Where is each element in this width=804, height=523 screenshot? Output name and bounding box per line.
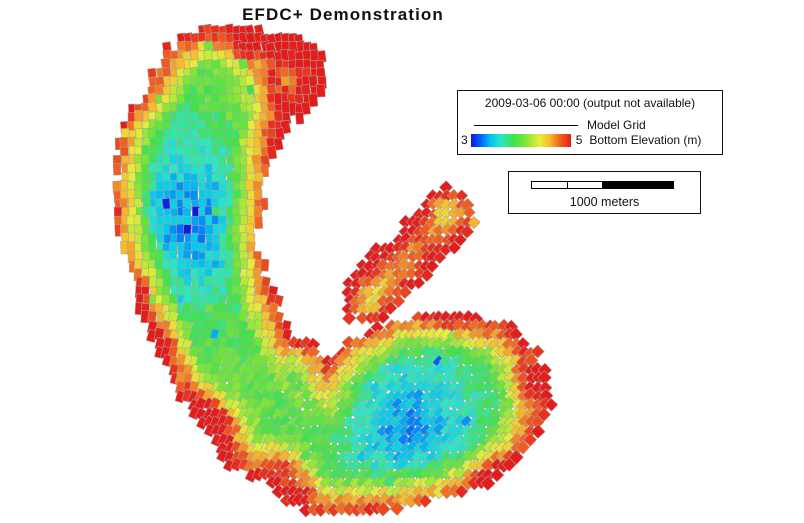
- legend-box: 2009-03-06 00:00 (output not available) …: [457, 90, 723, 155]
- scalebar-segment-white-2: [567, 181, 603, 189]
- legend-timestamp: 2009-03-06 00:00 (output not available): [484, 96, 696, 110]
- scalebar-box: 1000 meters: [508, 171, 701, 214]
- grid-line-sample: [474, 124, 578, 126]
- legend-colorbar-entry: 3 5 Bottom Elevation (m): [461, 132, 721, 148]
- scalebar: [531, 181, 674, 189]
- scalebar-segment-black: [602, 181, 674, 189]
- colorbar-title: Bottom Elevation (m): [589, 133, 702, 147]
- scalebar-segment-white-1: [531, 181, 568, 189]
- colorbar-max-label: 5: [575, 133, 583, 147]
- colorbar-min-label: 3: [461, 133, 468, 147]
- page-title: EFDC+ Demonstration: [242, 5, 444, 24]
- legend-grid-label: Model Grid: [587, 118, 646, 132]
- legend-grid-entry: Model Grid: [474, 117, 714, 133]
- colorbar-gradient: [470, 133, 571, 147]
- scalebar-label: 1000 meters: [569, 195, 640, 209]
